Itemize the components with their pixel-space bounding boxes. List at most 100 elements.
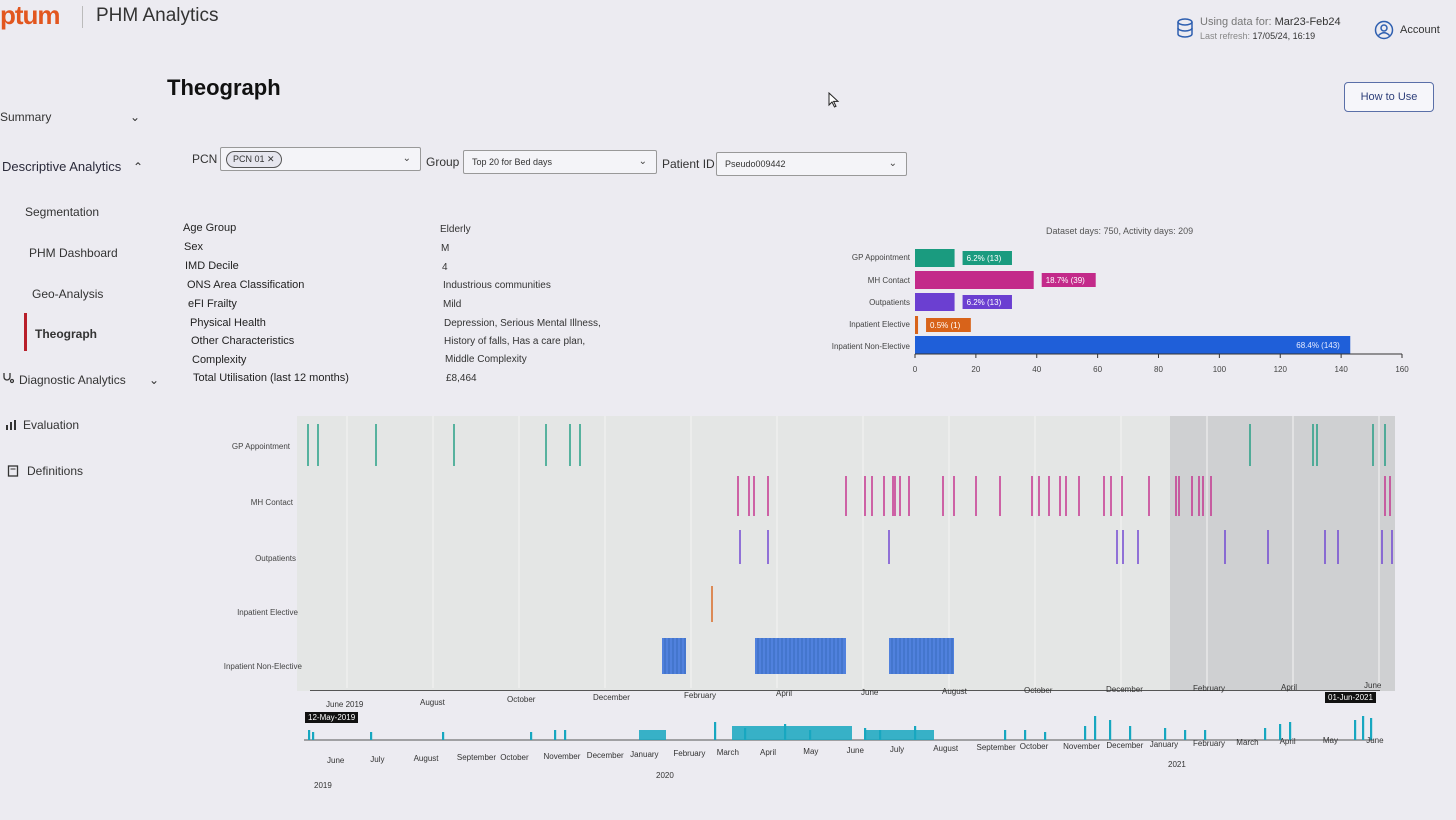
stethoscope-icon xyxy=(3,373,14,384)
sidebar-item-phm-dashboard[interactable]: PHM Dashboard xyxy=(29,246,118,260)
overview-activity-bar xyxy=(714,722,717,740)
sidebar-item-descriptive-analytics[interactable]: Descriptive Analytics xyxy=(2,159,122,174)
bar-data-label-box xyxy=(962,295,1012,309)
x-tick-label: June xyxy=(1364,681,1382,690)
selection-end-handle[interactable]: 01-Jun-2021 xyxy=(1325,692,1376,703)
sidebar-item-theograph[interactable]: Theograph xyxy=(35,327,97,341)
overview-tick-label: April xyxy=(760,747,777,757)
characteristic-value: M xyxy=(441,243,450,254)
chevron-down-icon[interactable]: ⌄ xyxy=(638,156,647,167)
patient-id-select[interactable]: Pseudo009442 ⌄ xyxy=(716,152,907,176)
theograph-x-axis xyxy=(310,690,1380,691)
account-button[interactable]: Account xyxy=(1374,20,1440,40)
data-period-value: Mar23-Feb24 xyxy=(1274,16,1341,28)
theograph-chart[interactable] xyxy=(297,416,1395,696)
characteristic-value: Industrious communities xyxy=(443,280,551,291)
overview-stay-block xyxy=(864,730,934,740)
overview-tick-label: December xyxy=(586,750,624,760)
overview-activity-bar xyxy=(1044,732,1047,740)
app-title: PHM Analytics xyxy=(96,5,219,26)
overview-activity-bar xyxy=(1004,730,1007,740)
bar-data-label: 6.2% (13) xyxy=(967,254,1002,263)
overview-activity-bar xyxy=(1362,716,1365,740)
sidebar-item-segmentation[interactable]: Segmentation xyxy=(25,205,100,219)
group-select-value: Top 20 for Bed days xyxy=(472,157,553,167)
overview-activity-bar xyxy=(1084,726,1087,740)
data-period: Using data for: Mar23-Feb24 xyxy=(1200,16,1341,28)
inpatient-non-elective-stay xyxy=(662,638,686,674)
overview-tick-label: December xyxy=(1106,740,1144,750)
bar-gp xyxy=(915,249,955,267)
pcn-select[interactable]: PCN 01 ✕ ⌄ xyxy=(220,147,421,171)
overview-activity-bar xyxy=(1129,726,1132,740)
characteristic-key: eFI Frailty xyxy=(188,298,237,310)
last-refresh-value: 17/05/24, 16:19 xyxy=(1252,31,1316,41)
overview-activity-bar xyxy=(1164,728,1167,740)
bar-mh xyxy=(915,271,1034,289)
overview-tick-label: October xyxy=(500,752,529,762)
overview-stay-block xyxy=(639,730,666,740)
data-period-label: Using data for: xyxy=(1200,16,1272,28)
chevron-down-icon[interactable]: ⌄ xyxy=(888,158,897,169)
bar-x-tick-label: 80 xyxy=(1154,365,1163,374)
timeline-overview[interactable] xyxy=(304,700,1380,752)
bar-label-inpatient-elective: Inpatient Elective xyxy=(849,320,910,329)
x-tick-label: April xyxy=(1281,683,1298,692)
selection-start-handle[interactable]: 12-May-2019 xyxy=(305,712,359,723)
overview-activity-bar xyxy=(1354,720,1357,740)
database-icon xyxy=(1177,18,1193,38)
chevron-down-icon[interactable]: ⌄ xyxy=(149,373,160,387)
overview-activity-bar xyxy=(1370,718,1373,740)
page-title: Theograph xyxy=(167,75,281,100)
sidebar-item-geo-analysis[interactable]: Geo-Analysis xyxy=(32,287,104,301)
year-label: 2019 xyxy=(314,781,332,790)
bar-inpatient_non_elective xyxy=(915,336,1351,354)
sidebar-item-summary[interactable]: Summary xyxy=(0,110,52,124)
characteristic-key: Other Characteristics xyxy=(191,335,295,347)
overview-tick-label: March xyxy=(1236,738,1259,748)
x-tick-label: December xyxy=(593,693,630,702)
characteristic-key: ONS Area Classification xyxy=(187,279,305,291)
overview-stay-block xyxy=(732,726,852,740)
characteristic-value: Elderly xyxy=(440,224,471,235)
x-tick-label: October xyxy=(1024,686,1053,695)
characteristic-value: £8,464 xyxy=(446,373,477,384)
bar-x-tick-label: 160 xyxy=(1395,365,1409,374)
overview-tick-label: May xyxy=(1322,736,1339,746)
bar-inpatient_elective xyxy=(915,316,919,334)
characteristic-key: Sex xyxy=(184,241,203,253)
cursor-icon xyxy=(828,92,840,108)
overview-tick-label: July xyxy=(889,744,905,754)
bar-x-tick-label: 100 xyxy=(1213,365,1227,374)
bar-data-label: 68.4% (143) xyxy=(1296,341,1340,350)
account-label: Account xyxy=(1400,24,1440,36)
dataset-days-annotation: Dataset days: 750, Activity days: 209 xyxy=(1046,226,1194,236)
bar-x-tick-label: 60 xyxy=(1093,365,1102,374)
sidebar-item-evaluation[interactable]: Evaluation xyxy=(23,418,80,432)
x-tick-label: August xyxy=(942,687,967,696)
chevron-up-icon[interactable]: ⌃ xyxy=(133,160,144,174)
characteristic-value: 4 xyxy=(442,262,448,273)
sidebar-item-diagnostic-analytics[interactable]: Diagnostic Analytics xyxy=(19,373,126,387)
chevron-down-icon[interactable]: ⌄ xyxy=(402,153,411,164)
chevron-down-icon[interactable]: ⌄ xyxy=(130,110,141,124)
sidebar-item-definitions[interactable]: Definitions xyxy=(27,464,84,478)
overview-tick-label: November xyxy=(1063,741,1100,751)
overview-tick-label: May xyxy=(803,746,819,756)
pcn-chip[interactable]: PCN 01 ✕ xyxy=(226,150,282,168)
overview-activity-bar xyxy=(312,732,315,740)
group-select[interactable]: Top 20 for Bed days ⌄ xyxy=(463,150,657,174)
last-refresh-label: Last refresh: xyxy=(1200,31,1251,41)
overview-tick-label: February xyxy=(673,749,706,759)
overview-activity-bar xyxy=(308,730,311,740)
overview-tick-label: January xyxy=(630,750,659,760)
close-icon[interactable]: ✕ xyxy=(267,153,275,164)
bar-data-label: 6.2% (13) xyxy=(967,298,1002,307)
how-to-use-button[interactable]: How to Use xyxy=(1344,82,1434,112)
bar-x-tick-label: 140 xyxy=(1334,365,1348,374)
overview-tick-label: February xyxy=(1193,739,1226,748)
group-label: Group xyxy=(426,155,460,169)
x-tick-label: October xyxy=(507,695,536,704)
patient-id-value: Pseudo009442 xyxy=(725,159,786,169)
bar-data-label: 18.7% (39) xyxy=(1046,276,1085,285)
